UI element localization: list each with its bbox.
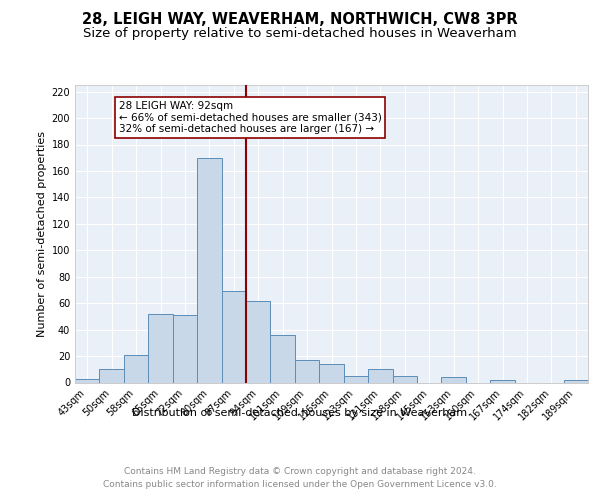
Text: 28, LEIGH WAY, WEAVERHAM, NORTHWICH, CW8 3PR: 28, LEIGH WAY, WEAVERHAM, NORTHWICH, CW8… <box>82 12 518 28</box>
Text: Distribution of semi-detached houses by size in Weaverham: Distribution of semi-detached houses by … <box>133 408 467 418</box>
Bar <box>563 380 588 382</box>
Bar <box>319 364 344 382</box>
Text: Size of property relative to semi-detached houses in Weaverham: Size of property relative to semi-detach… <box>83 28 517 40</box>
Bar <box>246 300 271 382</box>
Bar <box>368 370 392 382</box>
Bar <box>173 315 197 382</box>
Bar <box>100 370 124 382</box>
Bar <box>490 380 515 382</box>
Bar <box>75 378 100 382</box>
Bar <box>442 377 466 382</box>
Y-axis label: Number of semi-detached properties: Number of semi-detached properties <box>37 130 47 337</box>
Text: Contains HM Land Registry data © Crown copyright and database right 2024.
Contai: Contains HM Land Registry data © Crown c… <box>103 468 497 489</box>
Bar <box>271 335 295 382</box>
Bar <box>197 158 221 382</box>
Bar <box>221 292 246 382</box>
Bar <box>392 376 417 382</box>
Bar <box>344 376 368 382</box>
Bar <box>124 354 148 382</box>
Bar <box>295 360 319 382</box>
Bar <box>148 314 173 382</box>
Text: 28 LEIGH WAY: 92sqm
← 66% of semi-detached houses are smaller (343)
32% of semi-: 28 LEIGH WAY: 92sqm ← 66% of semi-detach… <box>119 101 382 134</box>
